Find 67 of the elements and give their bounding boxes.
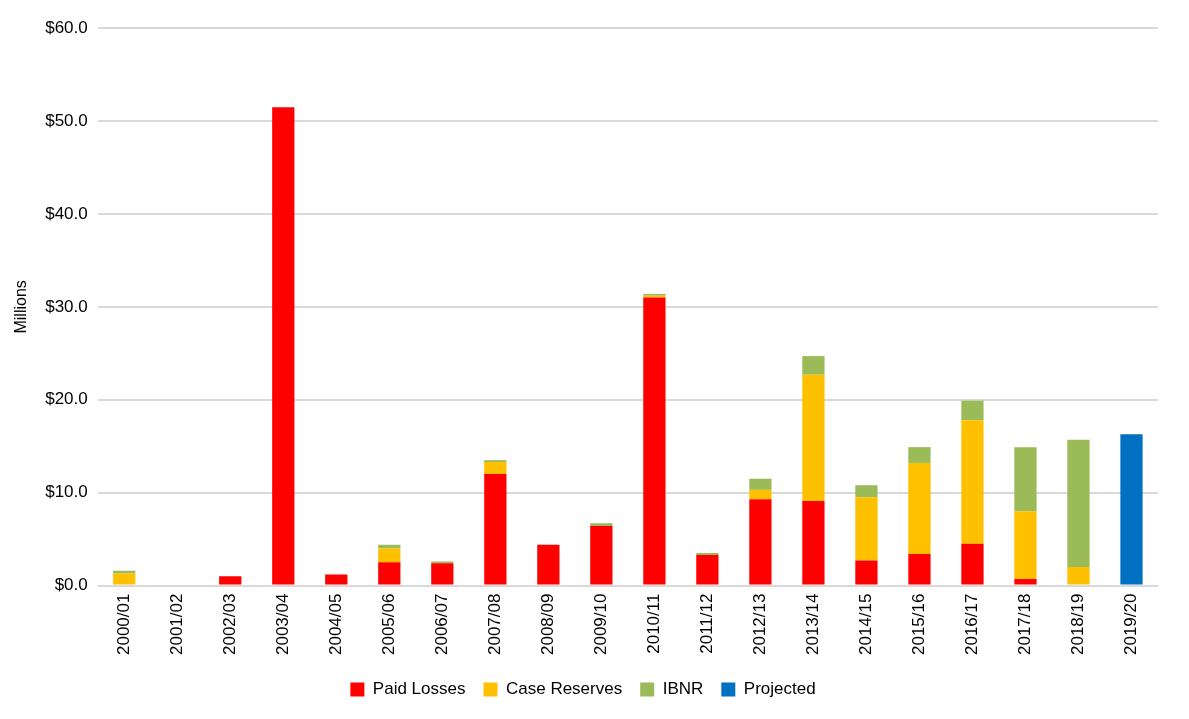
x-tick-label: 2004/05 <box>325 593 345 655</box>
bar <box>378 562 401 585</box>
bar <box>272 107 295 585</box>
bar <box>1014 511 1037 580</box>
bar <box>378 548 401 563</box>
bar <box>590 523 613 527</box>
bar <box>749 499 772 585</box>
bar <box>1067 439 1090 567</box>
y-tick-label: $60.0 <box>45 17 88 37</box>
x-tick-label: 2016/17 <box>962 593 982 655</box>
x-tick-label: 2017/18 <box>1015 593 1035 655</box>
bar <box>855 485 878 498</box>
legend-label: Paid Losses <box>372 679 466 699</box>
legend-label: IBNR <box>662 679 704 699</box>
x-tick-label: 2019/20 <box>1121 593 1141 655</box>
bar <box>113 573 136 585</box>
bar <box>855 497 878 561</box>
y-tick-label: $30.0 <box>45 296 88 316</box>
x-tick-label: 2007/08 <box>485 593 505 655</box>
bar <box>537 544 560 585</box>
bar <box>908 447 931 463</box>
bar <box>908 462 931 554</box>
bar <box>855 560 878 585</box>
bar <box>908 553 931 585</box>
bar <box>431 563 454 585</box>
y-tick-label: $20.0 <box>45 389 88 409</box>
bar <box>643 297 666 585</box>
bar <box>961 420 984 544</box>
legend-label: Case Reserves <box>505 679 623 699</box>
x-tick-label: 2009/10 <box>591 593 611 655</box>
bar <box>484 462 507 475</box>
y-tick-label: $50.0 <box>45 110 88 130</box>
bar <box>1120 434 1143 585</box>
bar <box>802 374 825 502</box>
bar <box>484 474 507 585</box>
bar <box>325 574 348 585</box>
bar <box>1014 447 1037 512</box>
bar <box>802 501 825 585</box>
y-tick-label: $10.0 <box>45 482 88 502</box>
y-axis-title: Millions <box>12 280 30 334</box>
bar <box>802 356 825 375</box>
legend-label: Projected <box>743 679 816 699</box>
x-tick-label: 2018/19 <box>1068 593 1088 655</box>
y-tick-label: $0.0 <box>54 575 88 595</box>
x-tick-label: 2010/11 <box>644 593 664 654</box>
x-tick-label: 2013/14 <box>803 593 823 655</box>
x-tick-label: 2005/06 <box>379 593 398 655</box>
bar <box>961 400 984 421</box>
x-tick-label: 2015/16 <box>909 593 929 655</box>
bar <box>961 543 984 585</box>
bar <box>219 576 242 585</box>
x-tick-label: 2003/04 <box>272 593 292 655</box>
x-tick-label: 2014/15 <box>856 593 876 655</box>
x-tick-label: 2011/12 <box>697 593 717 654</box>
x-tick-label: 2000/01 <box>113 593 133 655</box>
x-tick-label: 2006/07 <box>432 593 452 655</box>
bar <box>749 478 772 490</box>
y-tick-label: $40.0 <box>45 203 88 223</box>
bar <box>749 489 772 500</box>
bar <box>1067 566 1090 585</box>
bar <box>696 554 719 585</box>
bar <box>1014 579 1037 585</box>
x-tick-label: 2001/02 <box>166 593 186 655</box>
x-tick-label: 2008/09 <box>538 593 558 655</box>
bar <box>590 526 613 585</box>
x-tick-label: 2002/03 <box>219 593 239 655</box>
x-tick-label: 2012/13 <box>750 593 770 655</box>
